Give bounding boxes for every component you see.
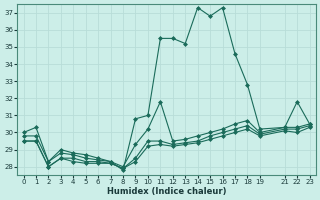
X-axis label: Humidex (Indice chaleur): Humidex (Indice chaleur): [107, 187, 226, 196]
